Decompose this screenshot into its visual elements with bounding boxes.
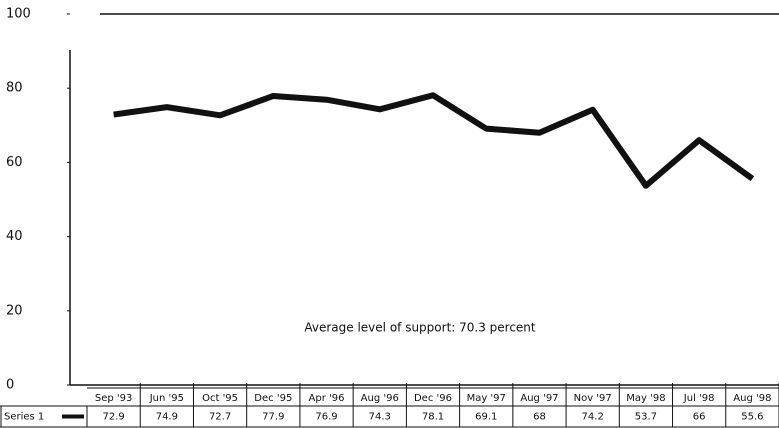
x-tick-label: Aug '96 <box>361 393 399 404</box>
table-value: 76.9 <box>315 412 337 423</box>
x-tick-label: May '97 <box>467 393 506 404</box>
x-tick-label: May '98 <box>626 393 665 404</box>
table-value: 69.1 <box>475 412 497 423</box>
annotation: Average level of support: 70.3 percent <box>304 321 536 335</box>
x-tick-label: Aug '97 <box>520 393 558 404</box>
x-tick-label: Aug '98 <box>733 393 771 404</box>
table-value: 78.1 <box>422 412 444 423</box>
x-tick-label: Nov '97 <box>574 393 612 404</box>
table-value: 77.9 <box>262 412 284 423</box>
y-tick-label: 60 <box>6 155 23 170</box>
table-value: 74.3 <box>369 412 391 423</box>
x-tick-label: Dec '95 <box>254 393 292 404</box>
y-tick-label: 0 <box>6 378 14 393</box>
table-value: 68 <box>533 412 546 423</box>
table-value: 72.7 <box>209 412 231 423</box>
y-tick-label: 100 <box>6 7 31 22</box>
series-line <box>113 92 755 189</box>
table-value: 74.9 <box>156 412 178 423</box>
y-tick-label: 40 <box>6 229 23 244</box>
x-tick-label: Sep '93 <box>95 393 133 404</box>
x-tick-label: Oct '95 <box>202 393 238 404</box>
table-value: 74.2 <box>582 412 604 423</box>
table-value: 66 <box>693 412 706 423</box>
legend-label: Series 1 <box>4 412 44 423</box>
table-value: 55.6 <box>741 412 763 423</box>
y-tick-label: 20 <box>6 303 23 318</box>
table-value: 53.7 <box>635 412 657 423</box>
x-tick-label: Jul '98 <box>683 393 715 404</box>
y-tick-label: 80 <box>6 81 23 96</box>
x-tick-label: Apr '96 <box>309 393 345 404</box>
table-value: 72.9 <box>102 412 124 423</box>
x-tick-label: Jun '95 <box>149 393 184 404</box>
x-tick-label: Dec '96 <box>414 393 452 404</box>
